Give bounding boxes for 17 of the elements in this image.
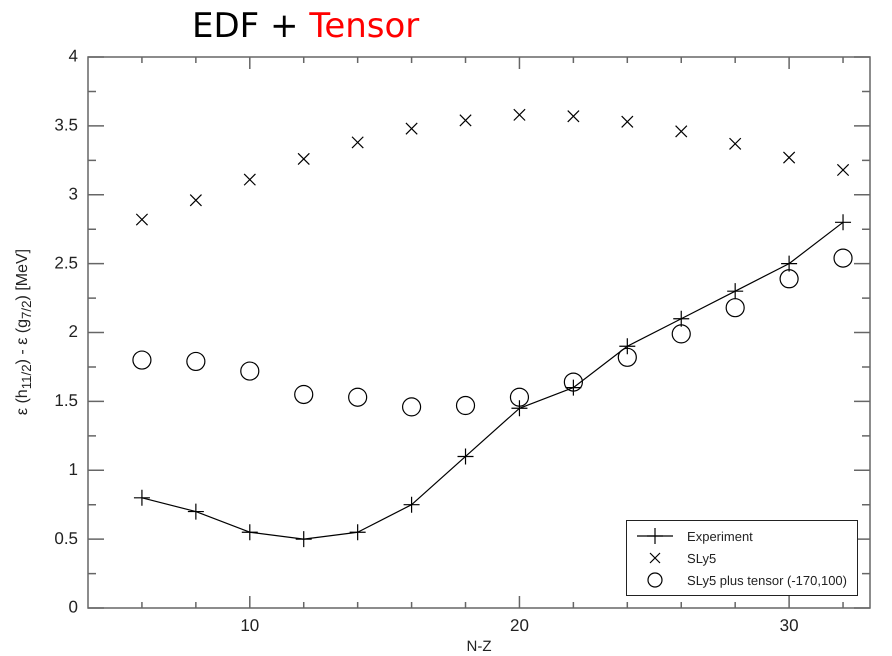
legend-label: SLy5: [687, 550, 716, 566]
x-tick-label: 30: [780, 616, 799, 635]
x-tick-label: 20: [510, 616, 529, 635]
x-tick-label: 10: [240, 616, 260, 635]
y-tick-label: 2.5: [54, 253, 78, 272]
chart-title: EDF + Tensor: [192, 6, 420, 46]
y-tick-label: 3: [68, 184, 78, 204]
x-axis-title: N-Z: [466, 638, 492, 656]
y-tick-label: 0.5: [54, 528, 78, 548]
y-tick-label: 3.5: [54, 116, 78, 135]
y-tick-label: 0: [68, 598, 78, 617]
legend-label: Experiment: [687, 528, 753, 544]
y-tick-label: 1: [68, 460, 78, 479]
legend-label: SLy5 plus tensor (-170,100): [687, 572, 847, 588]
y-tick-label: 4: [68, 46, 78, 66]
y-tick-label: 2: [68, 322, 78, 342]
y-tick-label: 1.5: [54, 391, 78, 410]
